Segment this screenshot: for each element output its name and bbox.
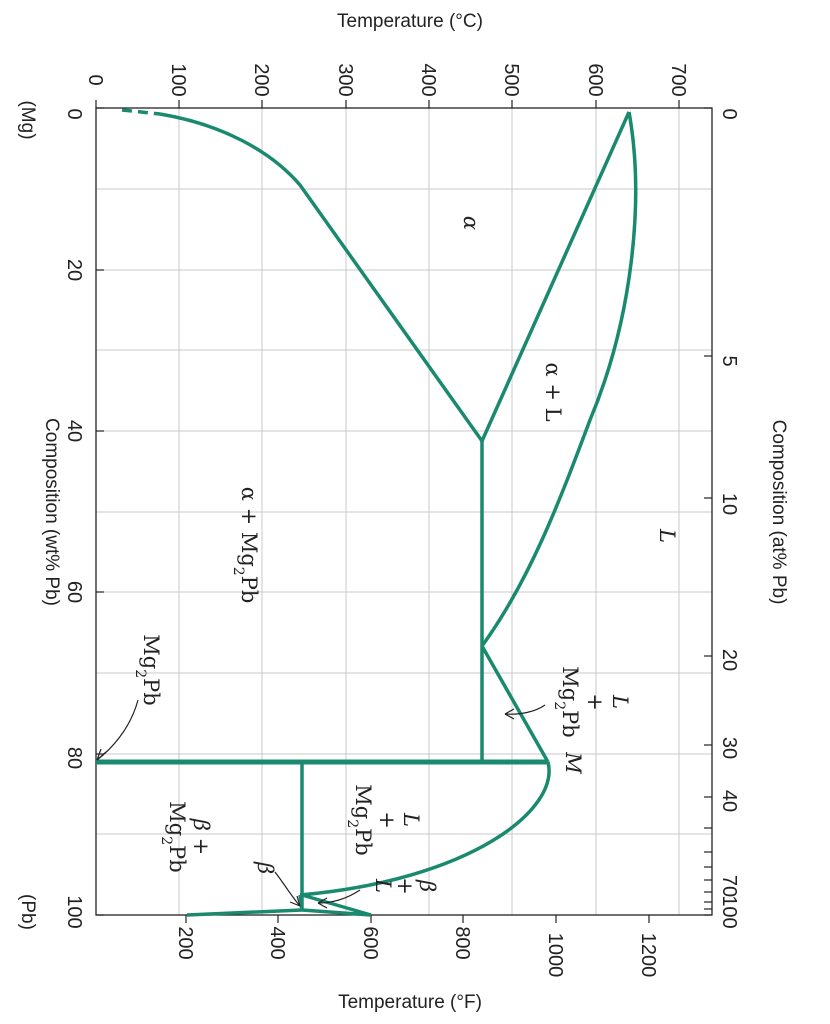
left-axis: 0 20 40 60 80 100 (Mg) (Pb) (17, 100, 104, 930)
svg-text:L: L (608, 694, 632, 709)
arrow-L-plus-mg2pb (504, 704, 546, 715)
svg-text:+: + (583, 693, 607, 711)
pointer-arrows (96, 699, 546, 909)
phase-boundaries (96, 108, 638, 917)
region-labels: α α + L L α + Mg2Pb L + Mg2Pb M L + Mg2P… (132, 216, 679, 895)
top-tick-700: 700 (667, 63, 689, 96)
bottom-axis-title: Temperature (°F) (338, 992, 482, 1013)
top-tick-600: 600 (584, 63, 606, 96)
svg-text:β +: β + (189, 818, 213, 855)
right-axis: 0 5 10 20 30 40 70 100 (704, 107, 740, 929)
svg-text:Mg2Pb: Mg2Pb (158, 801, 189, 872)
arrow-beta-plus-L-head (317, 897, 328, 909)
left-tick-80: 80 (63, 747, 85, 769)
svg-text:Mg2Pb: Mg2Pb (344, 784, 375, 855)
top-axis-title: Temperature (°C) (337, 11, 483, 32)
arrow-beta-plus-L (317, 889, 361, 904)
liquidus-alpha (480, 111, 631, 442)
liquidus-pb (301, 893, 372, 917)
arrow-mg2pb-head (96, 748, 107, 761)
svg-text:Mg2Pb: Mg2Pb (551, 666, 582, 737)
label-beta: β (253, 861, 277, 874)
right-tick-100: 100 (718, 895, 740, 928)
label-beta-plus-mg2pb: β + Mg2Pb (158, 801, 213, 872)
bottom-tick-400: 400 (266, 926, 288, 959)
arrow-mg2pb (96, 699, 139, 761)
top-tick-0: 0 (84, 74, 106, 85)
svg-text:L: L (371, 878, 395, 893)
top-tick-300: 300 (334, 63, 356, 96)
top-axis: 0 100 200 300 400 500 600 700 (84, 63, 689, 108)
beta-solvus (186, 908, 303, 917)
label-mg2pb: Mg2Pb (132, 634, 163, 705)
right-tick-10: 10 (718, 493, 740, 515)
left-tick-40: 40 (63, 420, 85, 442)
svg-text:L: L (399, 812, 423, 827)
bottom-tick-600: 600 (359, 926, 381, 959)
svg-text:β: β (415, 879, 439, 892)
svg-text:+: + (393, 877, 417, 895)
left-axis-end-label: (Pb) (17, 894, 38, 930)
svg-text:Mg2Pb: Mg2Pb (132, 634, 163, 705)
top-tick-100: 100 (167, 63, 189, 96)
right-axis-title: Composition (at% Pb) (768, 420, 789, 605)
bottom-axis: 200 400 600 800 1000 1200 (174, 915, 659, 977)
top-tick-200: 200 (250, 63, 272, 96)
right-tick-5: 5 (718, 355, 740, 366)
top-tick-500: 500 (500, 63, 522, 96)
label-alpha: α (459, 216, 483, 230)
label-L-plus-mg2pb-left: L + Mg2Pb (551, 666, 632, 737)
beta-solvus-lower (298, 894, 304, 911)
label-M: M (561, 751, 585, 774)
label-alpha-plus-mg2pb: α + Mg2Pb (230, 487, 261, 604)
plot-frame (95, 107, 713, 916)
left-axis-title: Composition (wt% Pb) (41, 418, 62, 606)
right-tick-70: 70 (718, 875, 740, 897)
left-tick-60: 60 (63, 581, 85, 603)
svg-text:+: + (375, 811, 399, 829)
arrow-beta (274, 871, 301, 907)
liquidus-to-M (480, 645, 550, 763)
svg-text:α + Mg2Pb: α + Mg2Pb (230, 487, 261, 604)
left-tick-0: 0 (63, 108, 85, 119)
alpha-solvus-dashed (121, 108, 161, 116)
bottom-tick-1200: 1200 (637, 933, 659, 978)
arrow-beta-head (289, 895, 301, 907)
label-L-plus-mg2pb-right: L + Mg2Pb (344, 784, 423, 855)
bottom-tick-200: 200 (174, 926, 196, 959)
top-tick-400: 400 (417, 63, 439, 96)
right-tick-0: 0 (718, 108, 740, 119)
beta-solidus (301, 908, 372, 917)
left-tick-20: 20 (63, 259, 85, 281)
solidus-alpha (480, 111, 638, 648)
label-L: L (655, 528, 679, 543)
grid (96, 108, 712, 915)
alpha-solvus (159, 112, 484, 443)
arrow-L-plus-mg2pb-head (504, 708, 515, 720)
bottom-tick-800: 800 (451, 926, 473, 959)
label-alpha-plus-L: α + L (541, 362, 565, 421)
left-axis-start-label: (Mg) (17, 100, 38, 139)
right-tick-30: 30 (718, 737, 740, 759)
left-tick-100: 100 (63, 895, 85, 928)
liquidus-from-M (299, 761, 551, 897)
right-tick-20: 20 (718, 649, 740, 671)
label-beta-plus-L: β + L (371, 877, 439, 895)
bottom-tick-1000: 1000 (544, 933, 566, 978)
right-tick-40: 40 (718, 790, 740, 812)
